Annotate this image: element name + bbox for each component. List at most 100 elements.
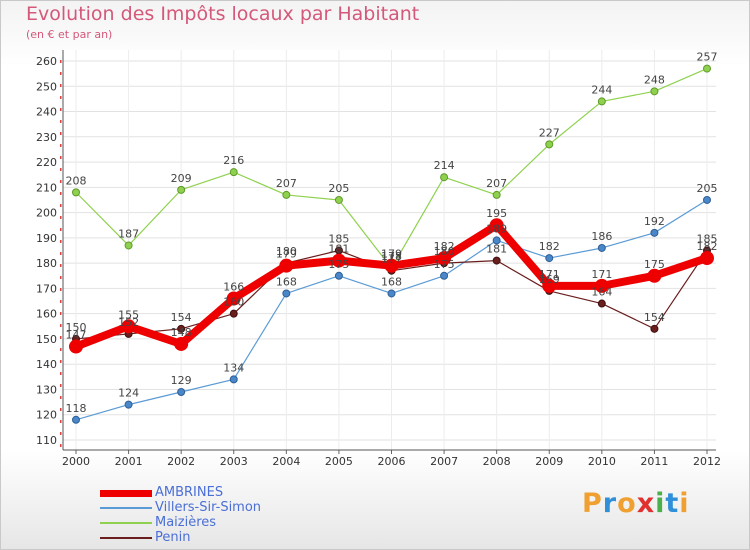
data-label: 168 xyxy=(276,275,297,288)
data-point xyxy=(650,324,659,333)
y-axis-accent xyxy=(60,384,62,387)
plot-area xyxy=(63,50,716,450)
logo-letter: i xyxy=(655,488,666,519)
y-axis-accent xyxy=(60,168,62,171)
data-point xyxy=(492,256,501,265)
y-axis-accent xyxy=(60,336,62,339)
y-tick-label: 260 xyxy=(36,55,57,68)
data-label: 227 xyxy=(539,126,560,139)
data-label: 147 xyxy=(66,329,87,342)
data-label: 166 xyxy=(223,281,244,294)
y-axis-accent xyxy=(60,360,62,363)
data-point xyxy=(489,218,504,233)
legend-swatch xyxy=(100,507,152,509)
y-tick-label: 240 xyxy=(36,106,57,119)
logo-letter: P xyxy=(582,488,603,519)
data-point xyxy=(229,168,238,177)
data-label: 182 xyxy=(697,240,718,253)
data-point xyxy=(387,289,396,298)
data-point xyxy=(124,241,133,250)
data-point xyxy=(177,387,186,396)
y-axis-accent xyxy=(60,96,62,99)
y-axis-accent xyxy=(60,300,62,303)
data-label: 181 xyxy=(328,243,349,256)
data-label: 186 xyxy=(591,230,612,243)
data-label: 257 xyxy=(697,51,718,64)
y-axis-accent xyxy=(60,216,62,219)
x-tick-label: 2010 xyxy=(588,455,616,468)
data-label: 178 xyxy=(381,250,402,263)
data-label: 154 xyxy=(171,311,192,324)
x-tick-label: 2006 xyxy=(378,455,406,468)
data-point xyxy=(229,309,238,318)
x-tick-label: 2000 xyxy=(62,455,90,468)
data-point xyxy=(124,400,133,409)
data-label: 177 xyxy=(381,253,402,266)
y-axis-accent xyxy=(60,312,62,315)
data-point xyxy=(69,339,83,354)
y-axis-accent xyxy=(60,420,62,423)
y-tick-label: 170 xyxy=(36,282,57,295)
y-axis-accent xyxy=(60,60,62,63)
data-label: 150 xyxy=(66,321,87,334)
legend-label: Penin xyxy=(155,530,191,545)
data-point xyxy=(334,195,343,204)
data-label: 171 xyxy=(539,268,560,281)
data-label: 216 xyxy=(223,154,244,167)
y-tick-label: 110 xyxy=(36,434,57,447)
y-axis-accent xyxy=(60,240,62,243)
data-label: 209 xyxy=(171,172,192,185)
y-tick-label: 130 xyxy=(36,383,57,396)
data-point xyxy=(72,415,80,424)
data-label: 160 xyxy=(223,296,244,309)
data-point xyxy=(437,251,452,266)
data-point xyxy=(229,375,238,384)
legend-swatch xyxy=(100,522,152,524)
y-tick-label: 190 xyxy=(36,232,57,245)
data-label: 185 xyxy=(697,233,718,246)
data-label: 244 xyxy=(591,83,612,96)
legend-swatch xyxy=(100,537,152,539)
data-point xyxy=(279,258,294,273)
y-tick-label: 230 xyxy=(36,131,57,144)
x-tick-label: 2007 xyxy=(430,455,458,468)
y-tick-label: 180 xyxy=(36,257,57,270)
y-axis-accent xyxy=(60,444,62,447)
y-axis-accent xyxy=(60,432,62,435)
data-point xyxy=(121,319,136,334)
data-label: 152 xyxy=(118,316,139,329)
data-point xyxy=(282,289,291,298)
data-label: 187 xyxy=(118,227,139,240)
data-label: 175 xyxy=(434,258,455,271)
data-label: 175 xyxy=(644,258,665,271)
data-point xyxy=(334,271,343,280)
data-point xyxy=(647,268,662,283)
chart-title: Evolution des Impôts locaux par Habitant xyxy=(26,3,420,25)
logo-letter: r xyxy=(602,488,618,519)
y-axis-accent xyxy=(60,372,62,375)
legend-swatch xyxy=(100,490,152,497)
y-axis-accent xyxy=(60,156,62,159)
x-axis-ticks: 2000 2001 2002 2003 2004 2005 2006 2007 2008 2009… xyxy=(62,455,721,468)
data-point xyxy=(700,251,714,266)
y-axis-accent xyxy=(60,144,62,147)
series-points xyxy=(69,64,714,424)
data-point xyxy=(597,299,606,308)
x-tick-label: 2004 xyxy=(272,455,300,468)
data-point xyxy=(331,253,346,268)
x-tick-label: 2001 xyxy=(115,455,143,468)
y-tick-label: 210 xyxy=(36,181,57,194)
data-label: 134 xyxy=(223,361,244,374)
y-axis-accent xyxy=(60,252,62,255)
y-axis-accent xyxy=(60,204,62,207)
y-tick-label: 200 xyxy=(36,207,57,220)
y-axis-accent xyxy=(60,276,62,279)
legend-label: Maizières xyxy=(155,515,217,530)
y-axis-accent xyxy=(60,108,62,111)
data-point xyxy=(650,228,659,237)
data-label: 182 xyxy=(434,240,455,253)
legend-label: Villers-Sir-Simon xyxy=(155,500,262,515)
data-label: 248 xyxy=(644,73,665,86)
